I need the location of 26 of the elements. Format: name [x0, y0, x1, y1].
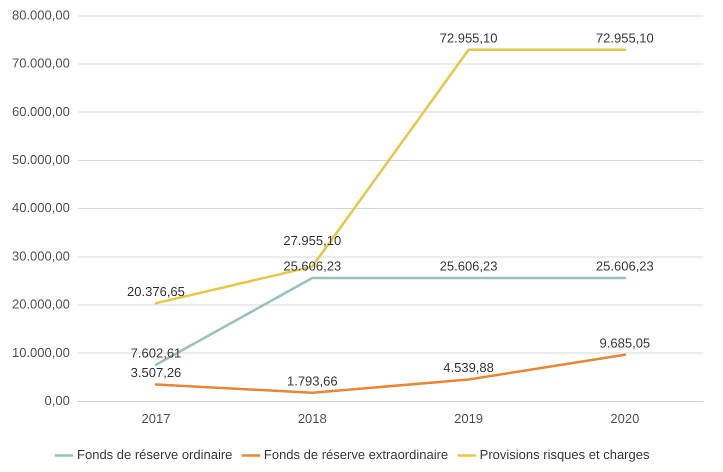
- data-label: 72.955,10: [440, 30, 498, 46]
- data-label: 7.602,61: [130, 345, 182, 360]
- legend-label: Fonds de réserve ordinaire: [77, 447, 232, 462]
- x-tick-label: 2019: [454, 410, 484, 426]
- y-tick-label: 0,00: [44, 392, 70, 408]
- y-tick-label: 30.000,00: [12, 248, 70, 264]
- y-tick-label: 50.000,00: [12, 152, 70, 167]
- data-label: 9.685,05: [600, 335, 650, 350]
- y-tick-label: 40.000,00: [12, 200, 70, 216]
- y-tick-label: 60.000,00: [12, 104, 70, 119]
- data-label: 72.955,10: [596, 30, 654, 46]
- y-tick-label: 70.000,00: [12, 56, 70, 71]
- data-label: 25.606,23: [596, 258, 654, 274]
- x-tick-label: 2017: [142, 410, 170, 426]
- x-tick-label: 2020: [610, 410, 640, 426]
- legend-label: Fonds de réserve extraordinaire: [264, 447, 448, 462]
- data-label: 4.539,88: [443, 360, 494, 376]
- y-tick-label: 10.000,00: [12, 344, 70, 360]
- x-tick-label: 2018: [298, 410, 327, 426]
- data-label: 3.507,26: [130, 365, 182, 380]
- data-label: 20.376,65: [127, 284, 185, 299]
- data-label: 25.606,23: [440, 258, 498, 274]
- y-tick-label: 80.000,00: [12, 7, 70, 22]
- legend-label: Provisions risques et charges: [480, 447, 650, 462]
- data-label: 1.793,66: [286, 373, 338, 388]
- y-tick-label: 20.000,00: [12, 296, 70, 312]
